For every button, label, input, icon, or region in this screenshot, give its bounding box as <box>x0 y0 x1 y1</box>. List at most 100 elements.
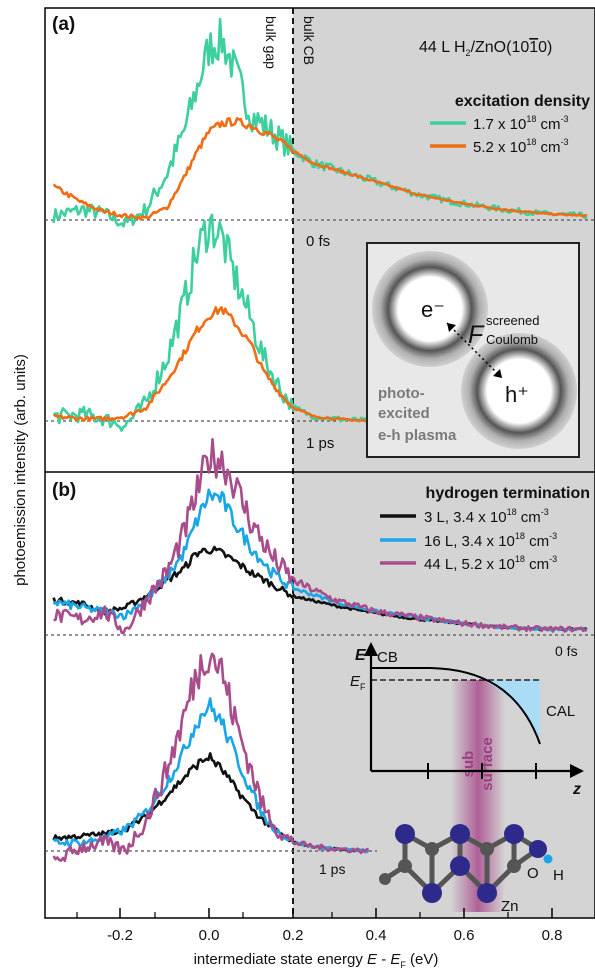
coulomb-arrow-head-1 <box>447 323 456 332</box>
plasma-caption-2: excited <box>378 405 430 422</box>
inset-band-diagram: sub surface E z CB EF CAL <box>350 642 584 915</box>
legend-b-title: hydrogen termination <box>426 485 590 502</box>
cal-label: CAL <box>546 703 575 720</box>
sample-label-rest: /ZnO(10 <box>471 39 530 56</box>
zn-atom <box>379 873 391 885</box>
o-atom <box>422 883 442 903</box>
o-atom <box>504 824 524 844</box>
x-axis-label-E2: E <box>390 951 401 968</box>
hole-cloud <box>461 333 577 449</box>
legend-a-entry-1-exp: 18 <box>526 114 536 124</box>
delay-label-a-0fs: 0 fs <box>306 233 330 250</box>
legend-a-entry-1-unitexp: -3 <box>561 114 569 124</box>
legend-b-entry-1-label: 3 L, 3.4 x 10 <box>424 509 507 526</box>
legend-b-entry-3-exp: 18 <box>515 554 525 564</box>
legend-a-entry-1-unit: cm <box>536 116 560 133</box>
o-atom <box>477 883 497 903</box>
x-axis-label-pre: intermediate state energy <box>194 951 367 968</box>
x-tick-label: 0.4 <box>366 927 387 944</box>
z-axis-arrow <box>570 764 584 778</box>
x-tick-label: 0.0 <box>199 927 220 944</box>
o-atom-label: O <box>527 865 539 882</box>
x-axis-label-F: F <box>400 960 406 970</box>
x-axis-label-mid: - <box>377 951 390 968</box>
electron-cloud <box>372 251 488 367</box>
cal-region <box>484 680 540 740</box>
legend-a-entry-2-label: 5.2 x 10 <box>473 139 526 156</box>
bulk-gap-label: bulk gap <box>263 16 279 69</box>
x-axis-label-E: E <box>367 951 378 968</box>
legend-b-entry-2-exp: 18 <box>515 531 525 541</box>
electron-symbol: e⁻ <box>421 297 445 322</box>
h-atom-label: H <box>553 867 564 884</box>
spectrum-line-panela-0fs-series1 <box>52 117 588 221</box>
cb-label: CB <box>377 649 398 666</box>
bulk-cb-label: bulk CB <box>301 16 317 65</box>
z-axis-label: z <box>572 781 581 798</box>
spectrum-line-panela-1ps-series1 <box>52 306 370 423</box>
sample-label-sub: 2 <box>466 48 471 58</box>
subsurface-band <box>451 680 505 912</box>
legend-a-entry-2: 5.2 x 1018 cm-3 <box>473 137 569 156</box>
spectrum-line-panelb-0fs-series2 <box>53 438 588 635</box>
fermi-level-E: E <box>350 673 361 690</box>
y-axis-label: photoemission intensity (arb. units) <box>12 354 29 586</box>
x-tick-label: -0.2 <box>107 927 133 944</box>
legend-a-entry-2-unitexp: -3 <box>561 137 569 147</box>
coulomb-arrow-head-2 <box>493 369 502 378</box>
sample-label-main: 44 L H <box>419 39 466 56</box>
sample-label-bar: 1 <box>529 39 538 56</box>
bulk-cb-shading <box>293 8 595 918</box>
plot-frame <box>44 7 595 919</box>
data-curves <box>52 17 588 863</box>
subsurface-label-1: sub <box>460 751 477 778</box>
x-axis-label: intermediate state energy E - EF (eV) <box>194 951 439 970</box>
legend-a-entry-2-exp: 18 <box>526 137 536 147</box>
spectrum-line-panelb-1ps-series2 <box>52 652 369 863</box>
x-axis: -0.2 0.0 0.2 0.4 0.6 0.8 <box>76 908 563 944</box>
hole-symbol: h⁺ <box>505 382 529 407</box>
zn-atom <box>425 842 439 856</box>
zn-atom <box>507 859 521 873</box>
inset-eh-plasma: e⁻ h⁺ F screened Coulomb photo- excited … <box>366 242 580 458</box>
legend-b-entry-2: 16 L, 3.4 x 1018 cm-3 <box>424 531 557 550</box>
legend-b-entry-3-unitexp: -3 <box>549 554 557 564</box>
delay-label-a-1ps: 1 ps <box>306 435 334 452</box>
legend-b-entry-2-unitexp: -3 <box>549 531 557 541</box>
coulomb-force-symbol: F <box>468 321 485 349</box>
fermi-level-sub: F <box>360 682 366 692</box>
delay-label-b-0fs: 0 fs <box>555 643 578 659</box>
energy-axis-label: E <box>355 647 367 664</box>
legend-b-entry-3-unit: cm <box>525 556 549 573</box>
legend-b-entry-1-unit: cm <box>517 509 541 526</box>
cb-curve <box>371 667 541 745</box>
panel-label-a: (a) <box>52 14 75 35</box>
h-atom <box>543 854 553 864</box>
x-tick-label: 0.8 <box>542 927 563 944</box>
legend-b-entry-3: 44 L, 5.2 x 1018 cm-3 <box>424 554 557 573</box>
legend-b-entry-2-label: 16 L, 3.4 x 10 <box>424 533 515 550</box>
spectrum-line-panela-1ps-series0 <box>52 213 370 432</box>
legend-a-entry-1: 1.7 x 1018 cm-3 <box>473 114 569 133</box>
coulomb-force-sup: screened <box>486 313 539 328</box>
delay-label-b-1ps: 1 ps <box>319 861 345 877</box>
sample-label: 44 L H2/ZnO(1010) <box>419 39 552 58</box>
legend-b-entry-1-exp: 18 <box>507 507 517 517</box>
plasma-caption-1: photo- <box>378 385 425 402</box>
o-atom <box>529 840 547 858</box>
legend-b-entry-1-unitexp: -3 <box>541 507 549 517</box>
sample-label-end: 0) <box>538 39 552 56</box>
x-axis-label-post: (eV) <box>406 951 439 968</box>
legend-b-entry-1: 3 L, 3.4 x 1018 cm-3 <box>424 507 549 526</box>
panel-label-b: (b) <box>52 480 76 501</box>
o-atom <box>450 856 470 876</box>
coulomb-force-sub: Coulomb <box>486 332 538 347</box>
energy-axis-arrow <box>364 642 378 656</box>
legend-a-title: excitation density <box>455 93 590 110</box>
legend-b-entry-3-label: 44 L, 5.2 x 10 <box>424 556 515 573</box>
o-atom <box>450 824 470 844</box>
zn-atom <box>398 859 412 873</box>
legend-b-entry-2-unit: cm <box>525 533 549 550</box>
zn-atom-label: Zn <box>501 898 519 915</box>
